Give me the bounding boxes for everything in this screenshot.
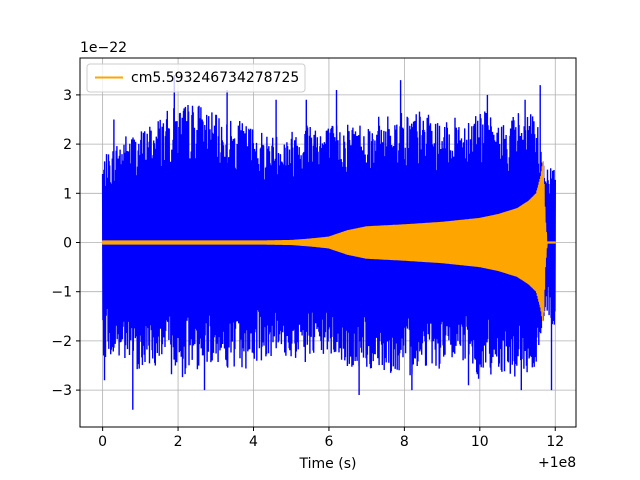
x-tick-label: 6 [324, 434, 333, 450]
y-multiplier-label: 1e−22 [80, 40, 127, 56]
x-tick-label: 12 [546, 434, 564, 450]
y-tick-label: 1 [63, 186, 72, 202]
y-tick-label: −2 [51, 334, 72, 350]
legend: cm5.593246734278725 [86, 63, 306, 93]
legend-frame [86, 63, 306, 93]
y-tick-label: 2 [63, 137, 72, 153]
x-offset-label: +1e8 [538, 455, 576, 471]
plot-area [80, 58, 576, 427]
x-axis-label: Time (s) [299, 456, 357, 472]
y-tick-label: −1 [51, 285, 72, 301]
x-tick-label: 4 [249, 434, 258, 450]
legend-label-signal: cm5.593246734278725 [131, 70, 299, 86]
signal-series-line [101, 161, 557, 322]
series-group [101, 75, 557, 410]
x-tick-label: 2 [174, 434, 183, 450]
x-tick-label: 10 [471, 434, 489, 450]
y-tick-label: 0 [63, 236, 72, 252]
x-tick-label: 8 [400, 434, 409, 450]
y-tick-label: −3 [51, 383, 72, 399]
x-tick-label: 0 [98, 434, 107, 450]
noise-series-line [101, 75, 556, 410]
y-tick-label: 3 [63, 88, 72, 104]
